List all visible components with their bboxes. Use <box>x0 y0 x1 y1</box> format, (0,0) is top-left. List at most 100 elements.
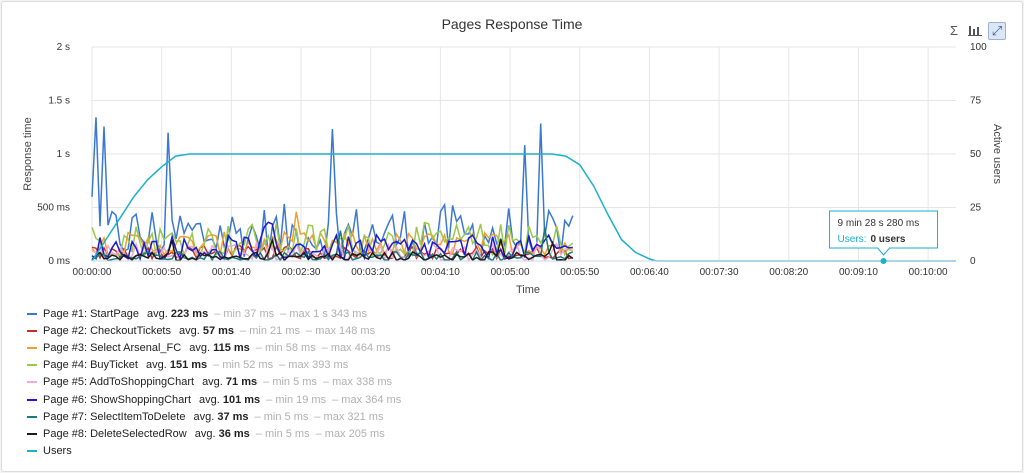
y-left-tick-label: 2 s <box>57 42 70 53</box>
legend-min: – min 19 ms <box>266 393 327 406</box>
legend-avg: avg. 57 ms <box>179 324 235 337</box>
x-axis-label: Time <box>516 284 540 296</box>
legend-max-value: max 321 ms <box>323 410 384 423</box>
legend-avg-value: 37 ms <box>217 410 249 423</box>
legend-item[interactable]: Page #5: AddToShoppingChart avg. 71 ms – m… <box>27 374 401 391</box>
x-tick-label: 00:08:20 <box>769 267 808 278</box>
legend-swatch <box>27 432 37 435</box>
legend-swatch <box>27 329 37 332</box>
legend-item[interactable]: Page #7: SelectItemToDelete avg. 37 ms – m… <box>27 408 401 425</box>
x-tick-label: 00:05:00 <box>491 267 530 278</box>
y-left-axis-label: Response time <box>22 117 34 190</box>
legend-min-value: min 21 ms <box>249 324 300 337</box>
legend-swatch <box>27 381 37 384</box>
legend-min-value: min 5 ms <box>272 376 317 389</box>
legend-max-value: max 1 s 343 ms <box>289 307 367 320</box>
y-right-axis-label: Active users <box>991 124 1003 184</box>
legend-avg-value: 36 ms <box>218 427 250 440</box>
chart-svg: 00:00:00 00:00:50 00:01:40 00:02:30 00:03:20… <box>22 42 1003 296</box>
legend-min-value: min 52 ms <box>222 359 274 372</box>
legend-item[interactable]: Page #2: CheckoutTickets avg. 57 ms – min … <box>27 322 401 339</box>
tooltip-time: 9 min 28 s 280 ms <box>838 218 920 229</box>
legend-min: – min 5 ms <box>255 427 310 440</box>
legend-max: – max 321 ms <box>314 410 384 423</box>
legend-max-value: max 393 ms <box>288 359 349 372</box>
legend-swatch <box>27 364 37 367</box>
y-left-tick-label: 0 ms <box>48 256 70 267</box>
legend-max-value: max 364 ms <box>341 393 402 406</box>
legend-min: – min 5 ms <box>254 410 309 423</box>
legend-avg-value: 151 ms <box>169 359 208 372</box>
x-tick-label: 00:02:30 <box>282 267 321 278</box>
legend-max: – max 338 ms <box>322 376 393 389</box>
legend-max-value: max 338 ms <box>332 376 393 389</box>
series-line <box>91 117 574 258</box>
x-tick-label: 00:09:10 <box>839 267 878 278</box>
legend-item[interactable]: Page #3: Select Arsenal_FC avg. 115 ms – m… <box>27 339 401 356</box>
legend-swatch <box>27 346 37 349</box>
legend-avg: avg. 37 ms <box>193 410 249 423</box>
legend-max: – max 393 ms <box>279 359 349 372</box>
x-tick-label: 00:03:20 <box>351 267 390 278</box>
y-right-tick-label: 100 <box>970 42 987 53</box>
legend-name: Page #7: SelectItemToDelete <box>43 410 186 423</box>
legend-max: – max 1 s 343 ms <box>280 307 367 320</box>
legend-min-value: min 5 ms <box>263 410 309 423</box>
legend-min: – min 37 ms <box>214 307 275 320</box>
y-right-tick-label: 0 <box>970 256 976 267</box>
x-tick-label: 00:06:40 <box>630 267 669 278</box>
legend-item[interactable]: Page #6: ShowShoppingChart avg. 101 ms – m… <box>27 391 401 408</box>
y-right-tick-label: 25 <box>970 203 982 214</box>
bar-chart-icon[interactable] <box>967 22 983 38</box>
legend-avg: avg. 101 ms <box>199 393 261 406</box>
legend-avg-value: 115 ms <box>213 341 250 354</box>
tooltip-users: Users: 0 users <box>838 234 906 245</box>
legend-swatch <box>27 398 37 401</box>
x-tick-label: 00:04:10 <box>421 267 460 278</box>
legend-max: – max 148 ms <box>306 324 376 337</box>
legend-item[interactable]: Page #1: StartPage avg. 223 ms – min 37 ms… <box>27 305 401 322</box>
legend-item-users[interactable]: Users <box>27 443 401 460</box>
legend-name: Page #3: Select Arsenal_FC <box>43 341 182 354</box>
legend-avg: avg. 36 ms <box>194 427 250 440</box>
fullscreen-icon[interactable]: ⤢ <box>988 22 1006 40</box>
y-left-tick-label: 1 s <box>57 149 70 160</box>
series-line <box>91 237 574 262</box>
legend-avg: avg. 151 ms <box>145 359 208 372</box>
y-right-tick-label: 50 <box>970 149 982 160</box>
tooltip-users-value: 0 users <box>870 234 905 245</box>
legend-name: Page #4: BuyTicket <box>43 359 138 372</box>
legend-avg-value: 71 ms <box>225 376 258 389</box>
legend-min: – min 21 ms <box>240 324 300 337</box>
legend-avg: avg. 115 ms <box>189 341 250 354</box>
chart-title: Pages Response Time <box>441 16 583 32</box>
tooltip-box <box>829 210 939 256</box>
sum-icon[interactable]: Σ <box>949 22 959 38</box>
legend-min: – min 58 ms <box>255 341 316 354</box>
series-line <box>91 221 573 262</box>
tooltip-point <box>880 258 887 264</box>
legend-avg: avg. 223 ms <box>147 307 209 320</box>
x-tick-label: 00:05:50 <box>560 267 599 278</box>
legend-max: – max 364 ms <box>332 393 402 406</box>
legend-max: – max 464 ms <box>321 341 391 354</box>
legend-swatch <box>27 415 37 418</box>
legend-min-value: min 5 ms <box>264 427 310 440</box>
legend-max-value: max 148 ms <box>315 324 376 337</box>
legend-swatch <box>27 312 37 315</box>
x-tick-label: 00:07:30 <box>700 267 739 278</box>
legend-name: Page #5: AddToShoppingChart <box>43 376 195 389</box>
legend: Page #1: StartPage avg. 223 ms – min 37 ms… <box>27 305 401 460</box>
legend-max-value: max 464 ms <box>330 341 391 354</box>
legend-min-value: min 19 ms <box>275 393 327 406</box>
legend-avg-value: 101 ms <box>222 393 261 406</box>
y-right-tick-label: 75 <box>970 96 982 107</box>
legend-item[interactable]: Page #4: BuyTicket avg. 151 ms – min 52 ms… <box>27 357 401 374</box>
legend-avg-value: 223 ms <box>170 307 209 320</box>
legend-min: – min 52 ms <box>213 359 274 372</box>
x-tick-label: 00:00:00 <box>73 267 112 278</box>
legend-min-value: min 58 ms <box>264 341 316 354</box>
legend-item[interactable]: Page #8: DeleteSelectedRow avg. 36 ms – mi… <box>27 425 401 442</box>
legend-min-value: min 37 ms <box>223 307 275 320</box>
x-tick-label: 00:00:50 <box>142 267 181 278</box>
